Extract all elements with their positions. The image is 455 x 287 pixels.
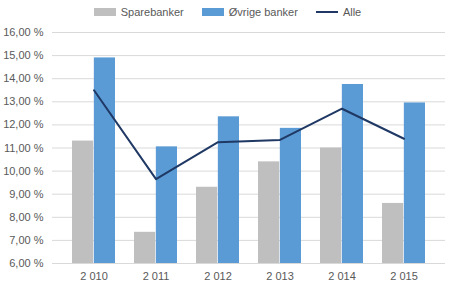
svg-text:16,00 %: 16,00 % <box>3 26 44 38</box>
svg-text:2 010: 2 010 <box>80 270 108 282</box>
svg-text:15,00 %: 15,00 % <box>3 49 44 61</box>
svg-text:6,00 %: 6,00 % <box>9 257 43 269</box>
svg-text:7,00 %: 7,00 % <box>9 234 43 246</box>
svg-text:12,00 %: 12,00 % <box>3 118 44 130</box>
html-text:Alle: Alle <box>342 6 362 18</box>
svg-text:14,00 %: 14,00 % <box>3 72 44 84</box>
svg-text:2 014: 2 014 <box>328 270 356 282</box>
svg-text:2 012: 2 012 <box>204 270 232 282</box>
html-text:Sparebanker: Sparebanker <box>120 6 184 18</box>
svg-text:2 015: 2 015 <box>390 270 418 282</box>
svg-text:8,00 %: 8,00 % <box>9 211 43 223</box>
svg-text:11,00 %: 11,00 % <box>4 142 44 154</box>
svg-text:9,00 %: 9,00 % <box>9 188 43 200</box>
svg-text:13,00 %: 13,00 % <box>3 95 44 107</box>
svg-text:2 011: 2 011 <box>143 270 170 282</box>
svg-text:2 013: 2 013 <box>266 270 294 282</box>
html-text:Øvrige banker: Øvrige banker <box>228 6 298 18</box>
svg-text:10,00 %: 10,00 % <box>3 165 44 177</box>
